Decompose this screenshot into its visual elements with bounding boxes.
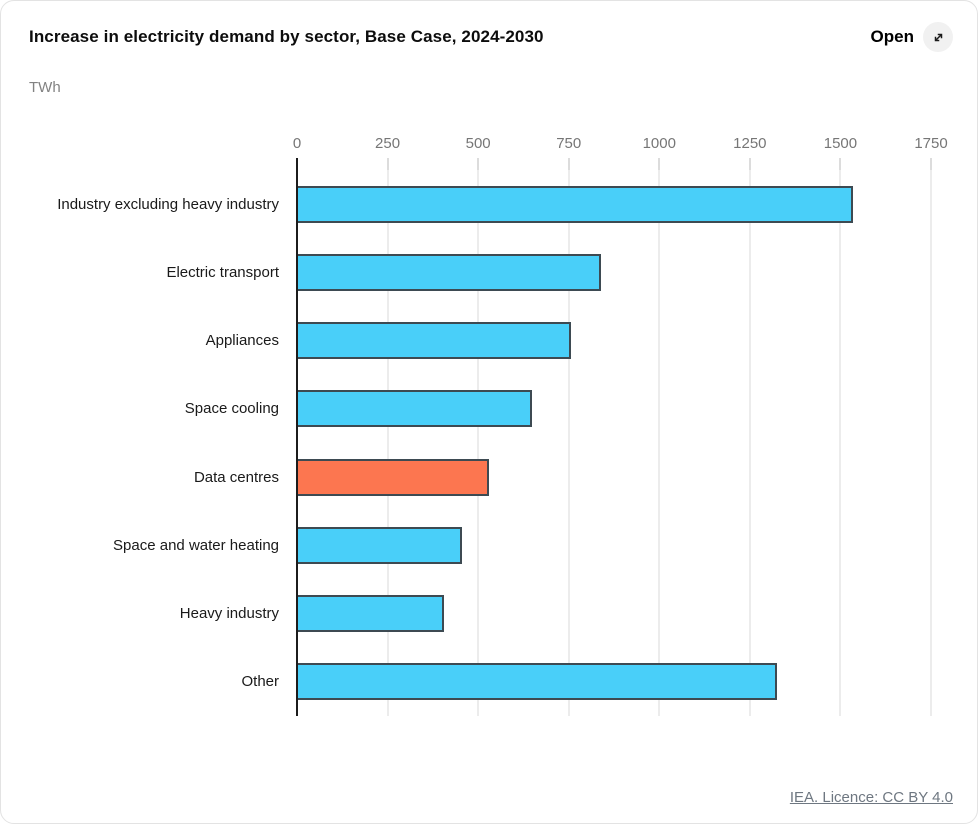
footer: IEA. Licence: CC BY 4.0 [790,789,953,807]
bar-electric-transport[interactable] [297,253,602,291]
category-label: Data centres [193,468,279,486]
axis-tick-mark [567,158,570,170]
bar-row [297,648,931,716]
open-button-label: Open [870,27,914,46]
bar-data-centres[interactable] [297,458,489,496]
bar-row [297,580,931,648]
bar-heavy-industry[interactable] [297,595,444,633]
category-label: Space cooling [184,400,279,418]
category-label: Other [241,673,279,691]
bar-industry-excluding-heavy-industry[interactable] [297,185,854,223]
card-header: Increase in electricity demand by sector… [1,1,977,53]
gridline [658,170,661,716]
unit-label: TWh [29,79,61,96]
axis-tick-label: 0 [292,135,302,152]
category-label: Heavy industry [179,605,279,623]
bar-row [297,443,931,511]
gridline [839,170,842,716]
bar-row [297,238,931,306]
gridline [477,170,480,716]
category-label: Electric transport [166,263,279,281]
expand-diagonal-arrow-icon [923,22,953,52]
gridline [748,170,751,716]
gridline [386,170,389,716]
axis-tick-mark [386,158,389,170]
chart-title: Increase in electricity demand by sector… [29,27,544,46]
category-label: Industry excluding heavy industry [57,195,279,213]
bar-row [297,170,931,238]
axis-tick-mark [748,158,751,170]
x-axis: 0 250 500 750 1000 1250 1500 1750 [293,130,948,170]
plot-area [296,158,932,716]
axis-tick-mark [658,158,661,170]
gridline [930,170,932,716]
axis-tick-label: 1000 [642,135,676,152]
category-label: Appliances [205,332,279,350]
bar-row [297,511,931,579]
axis-tick-mark [477,158,480,170]
bar-row [297,307,931,375]
chart-area: 0 250 500 750 1000 1250 1500 1750 Industry excl… [29,130,948,716]
axis-tick-label: 1250 [733,135,767,152]
axis-tick-label: 750 [556,135,582,152]
axis-tick-label: 500 [465,135,491,152]
axis-tick-mark [930,158,932,170]
category-label: Space and water heating [113,536,279,554]
plot-wrap: Industry excluding heavy industry Electri… [29,158,932,716]
bar-other[interactable] [297,663,778,701]
bar-appliances[interactable] [297,322,571,360]
gridline [567,170,570,716]
axis-tick-label: 250 [375,135,401,152]
open-button[interactable]: Open [871,22,953,52]
bar-row [297,375,931,443]
axis-tick-label: 1500 [823,135,858,152]
bar-space-cooling[interactable] [297,390,533,428]
y-axis-line [296,158,298,716]
axis-tick-label: 1750 [914,135,948,152]
bar-space-and-water-heating[interactable] [297,526,462,564]
category-labels: Industry excluding heavy industry Electri… [29,170,297,716]
axis-tick-mark [839,158,842,170]
license-link[interactable]: IEA. Licence: CC BY 4.0 [789,789,953,806]
